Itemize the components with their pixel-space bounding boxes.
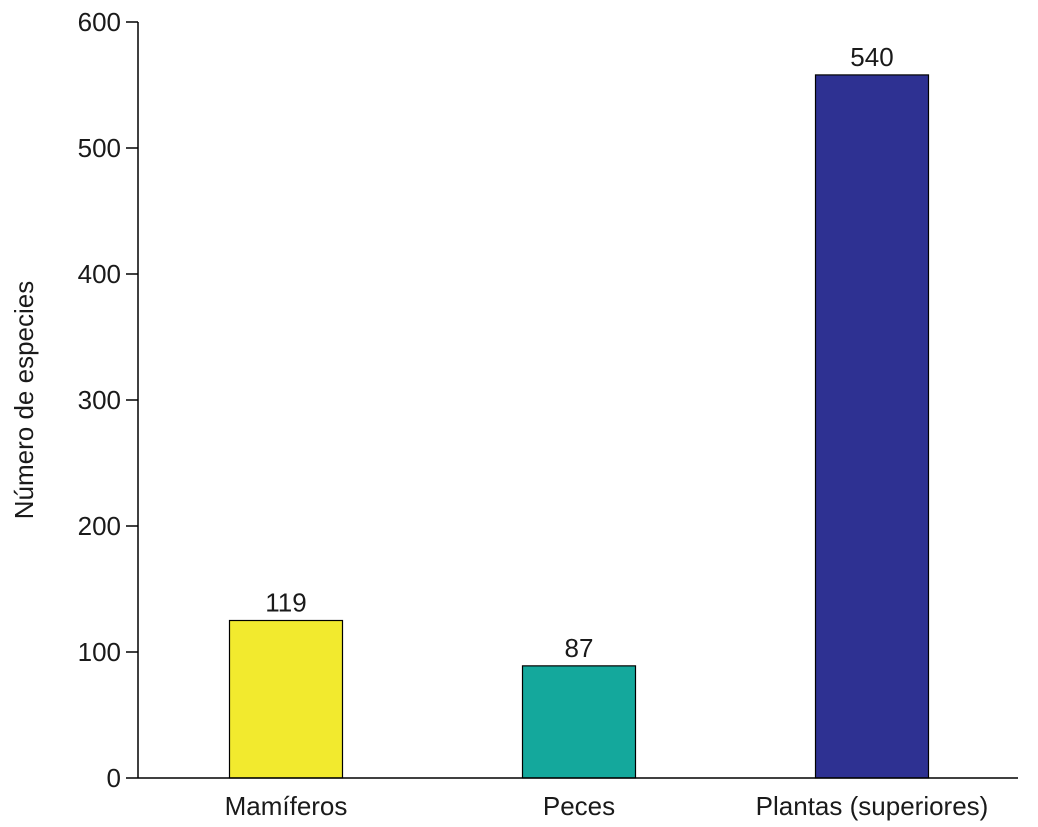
data-label: 87 xyxy=(565,633,594,663)
bar xyxy=(814,74,930,779)
bar xyxy=(521,665,637,779)
data-labels: 119 87 540 xyxy=(265,42,893,663)
x-axis: Mamíferos Peces Plantas (superiores) xyxy=(138,777,1018,821)
y-axis: 0 100 200 300 400 500 600 xyxy=(78,7,139,793)
y-tick-label: 400 xyxy=(78,259,121,289)
y-tick-label: 300 xyxy=(78,385,121,415)
y-tick-label: 200 xyxy=(78,511,121,541)
bar xyxy=(228,619,344,779)
y-tick-label: 100 xyxy=(78,637,121,667)
y-tick-label: 500 xyxy=(78,133,121,163)
x-category-label: Peces xyxy=(543,791,615,821)
x-category-label: Mamíferos xyxy=(225,791,348,821)
y-tick-label: 600 xyxy=(78,7,121,37)
bars xyxy=(228,74,930,779)
x-category-label: Plantas (superiores) xyxy=(756,791,989,821)
data-label: 540 xyxy=(850,42,893,72)
y-tick-label: 0 xyxy=(107,763,121,793)
y-axis-label: Número de especies xyxy=(9,281,39,519)
data-label: 119 xyxy=(265,588,306,618)
